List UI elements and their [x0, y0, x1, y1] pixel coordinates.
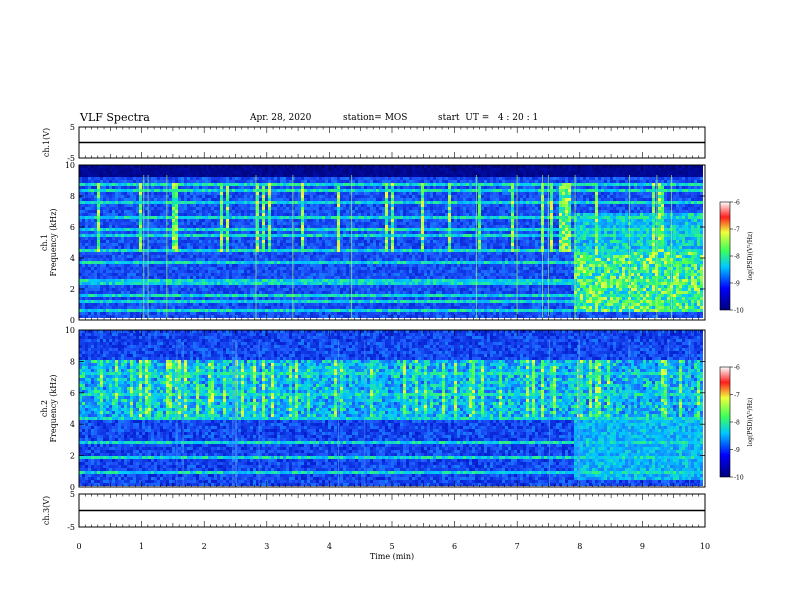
spectrogram-1 [79, 165, 703, 320]
y-tick-label-1: 4 [70, 254, 75, 263]
spectrogram-2 [79, 330, 703, 487]
colorbar-tick-label: -8 [734, 420, 740, 427]
x-tick-label: 9 [640, 542, 645, 551]
colorbar-tick-label: -10 [734, 475, 744, 482]
x-tick-label: 4 [327, 542, 332, 551]
colorbar-tick-label: -10 [734, 308, 744, 315]
x-tick-label: 0 [76, 542, 81, 551]
y-axis-label-3: ch.3(V) [42, 496, 51, 525]
x-tick-label: 6 [452, 542, 457, 551]
colorbar-label-2: log(PSD)(V²/Hz) [747, 398, 754, 447]
colorbar-2 [719, 366, 731, 478]
colorbar-tick-label: -7 [734, 227, 740, 234]
y-axis-channel-label-1: ch.1 [40, 234, 49, 251]
y-tick-label-1: 10 [65, 161, 75, 170]
y-tick-label-2: 0 [70, 483, 75, 492]
y-tick-label-1: 0 [70, 316, 75, 325]
y-tick-label-1: 8 [70, 192, 75, 201]
x-tick-label: 1 [139, 542, 144, 551]
y-tick-label-2: 4 [70, 420, 75, 429]
colorbar-tick-label: -9 [734, 281, 740, 288]
y-tick-label-2: 6 [70, 389, 75, 398]
y-tick-label-3: -5 [67, 523, 75, 532]
station-label: station= MOS [343, 113, 407, 123]
colorbar-tick-label: -7 [734, 392, 740, 399]
chart-title: VLF Spectra [80, 111, 150, 124]
y-tick-label-0: -5 [67, 154, 75, 163]
x-tick-label: 3 [264, 542, 269, 551]
y-tick-label-1: 2 [70, 285, 75, 294]
colorbar-tick-label: -9 [734, 447, 740, 454]
x-axis-label: Time (min) [370, 552, 414, 561]
y-tick-label-2: 10 [65, 326, 75, 335]
x-tick-label: 10 [700, 542, 710, 551]
colorbar-tick-label: -6 [734, 200, 740, 207]
y-tick-label-0: 5 [70, 123, 75, 132]
x-tick-label: 2 [202, 542, 207, 551]
colorbar-tick-label: -8 [734, 254, 740, 261]
y-axis-label-2: Frequency (kHz) [49, 374, 58, 442]
x-tick-label: 8 [577, 542, 582, 551]
colorbar-tick-label: -6 [734, 365, 740, 372]
colorbar-1 [719, 201, 731, 311]
y-axis-label-0: ch.1(V) [42, 128, 51, 157]
colorbar-label-1: log(PSD)(V²/Hz) [747, 232, 754, 281]
y-tick-label-3: 5 [70, 490, 75, 499]
y-axis-label-1: Frequency (kHz) [49, 208, 58, 276]
y-tick-label-2: 2 [70, 452, 75, 461]
x-tick-label: 5 [389, 542, 394, 551]
date-label: Apr. 28, 2020 [250, 113, 311, 123]
x-tick-label: 7 [515, 542, 520, 551]
start-time-label: start UT = 4 : 20 : 1 [438, 113, 538, 123]
y-tick-label-1: 6 [70, 223, 75, 232]
y-tick-label-2: 8 [70, 357, 75, 366]
y-axis-channel-label-2: ch.2 [40, 400, 49, 417]
